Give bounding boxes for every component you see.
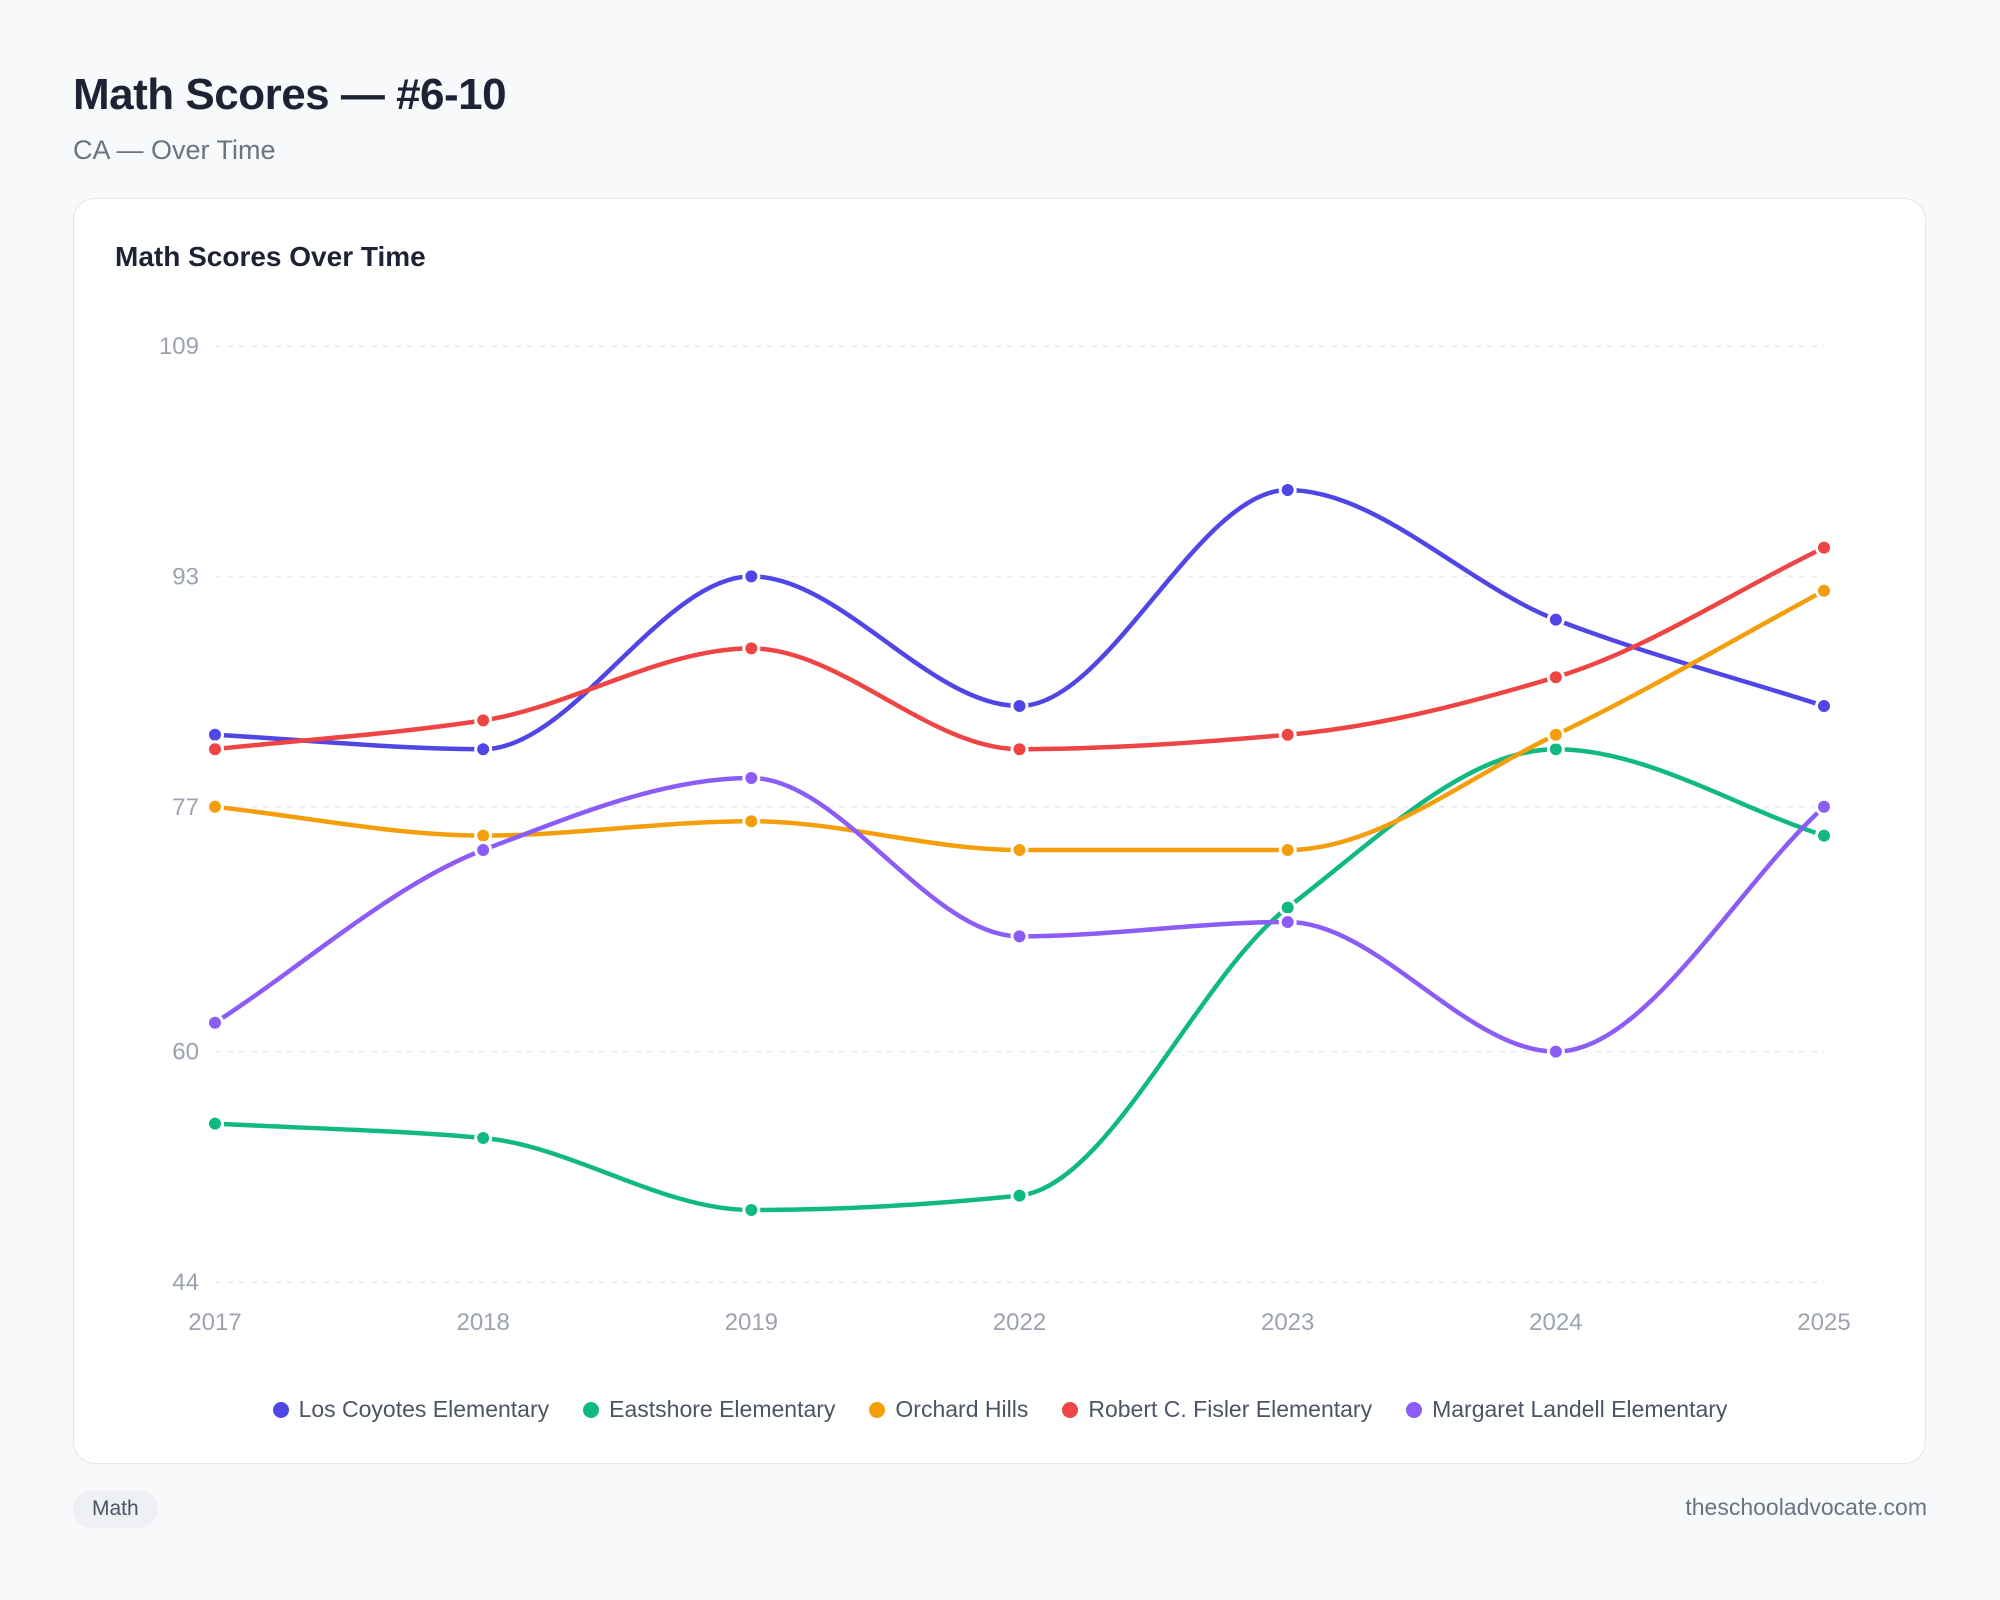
- legend-label: Orchard Hills: [895, 1396, 1029, 1422]
- data-point: [1010, 927, 1029, 946]
- data-point: [742, 639, 761, 658]
- site-url[interactable]: theschooladvocate.com: [1685, 1494, 1927, 1520]
- x-tick-label: 2018: [456, 1309, 509, 1336]
- y-tick-label: 77: [172, 794, 199, 821]
- legend-label: Eastshore Elementary: [609, 1396, 836, 1422]
- data-point: [742, 812, 761, 831]
- data-point: [206, 740, 224, 759]
- legend-label: Margaret Landell Elementary: [1432, 1396, 1728, 1422]
- data-point: [1278, 898, 1297, 917]
- y-tick-label: 93: [172, 563, 199, 590]
- x-tick-label: 2025: [1797, 1309, 1850, 1336]
- data-point: [1546, 725, 1565, 744]
- legend-dot-icon: [272, 1401, 289, 1418]
- page-title: Math Scores — #6-10: [73, 70, 507, 119]
- line-chart: 109 93 77 60 44 2017 2018 2019 2022 2023 2024 2025: [159, 333, 1851, 1336]
- legend-dot-icon: [1062, 1401, 1079, 1418]
- data-point: [1546, 668, 1565, 687]
- legend-label: Los Coyotes Elementary: [298, 1396, 550, 1422]
- data-point: [742, 769, 761, 787]
- x-tick-label: 2019: [725, 1309, 778, 1336]
- legend-item[interactable]: Robert C. Fisler Elementary: [1062, 1396, 1372, 1423]
- data-point: [1815, 797, 1833, 816]
- data-point: [1278, 725, 1297, 744]
- data-point: [474, 711, 493, 730]
- y-tick-label: 60: [172, 1039, 199, 1066]
- data-point: [206, 797, 224, 816]
- data-point: [1546, 740, 1565, 759]
- series-line: [212, 775, 1827, 1054]
- legend-dot-icon: [583, 1401, 600, 1418]
- x-tick-label: 2022: [993, 1309, 1046, 1336]
- data-point: [1815, 697, 1833, 715]
- data-point: [1815, 538, 1833, 557]
- series-line: [212, 545, 1827, 752]
- data-point: [1010, 841, 1029, 859]
- data-point: [206, 1114, 224, 1133]
- y-tick-label: 44: [172, 1269, 199, 1296]
- subject-tag[interactable]: Math: [73, 1490, 158, 1528]
- data-point: [474, 841, 493, 859]
- x-tick-label: 2024: [1529, 1309, 1582, 1336]
- chart-title: Math Scores Over Time: [115, 241, 426, 272]
- data-point: [474, 740, 493, 759]
- data-point: [1010, 1186, 1029, 1205]
- page-subtitle: CA — Over Time: [73, 135, 276, 165]
- x-tick-label: 2017: [188, 1309, 241, 1336]
- data-point: [1546, 610, 1565, 629]
- data-point: [1278, 913, 1297, 931]
- legend-item[interactable]: Eastshore Elementary: [583, 1396, 835, 1423]
- data-point: [1010, 697, 1029, 715]
- data-point: [1815, 581, 1833, 600]
- legend-dot-icon: [869, 1401, 886, 1418]
- data-point: [206, 1013, 224, 1032]
- legend-dot-icon: [1406, 1401, 1423, 1418]
- legend-item[interactable]: Margaret Landell Elementary: [1406, 1396, 1727, 1423]
- y-tick-label: 109: [159, 333, 199, 360]
- data-point: [206, 725, 224, 744]
- data-point: [1010, 740, 1029, 759]
- legend-item[interactable]: Orchard Hills: [869, 1396, 1028, 1423]
- chart-legend: Los Coyotes Elementary Eastshore Elementa…: [0, 1396, 2000, 1423]
- x-tick-label: 2023: [1261, 1309, 1314, 1336]
- data-point: [1546, 1042, 1565, 1061]
- data-point: [1278, 481, 1297, 499]
- legend-item[interactable]: Los Coyotes Elementary: [272, 1396, 550, 1423]
- legend-label: Robert C. Fisler Elementary: [1088, 1396, 1373, 1422]
- data-point: [742, 1201, 761, 1219]
- data-point: [1815, 826, 1833, 845]
- data-point: [1278, 841, 1297, 859]
- data-point: [474, 826, 493, 845]
- data-point: [742, 567, 761, 586]
- data-point: [474, 1129, 493, 1147]
- series-line: [212, 746, 1827, 1213]
